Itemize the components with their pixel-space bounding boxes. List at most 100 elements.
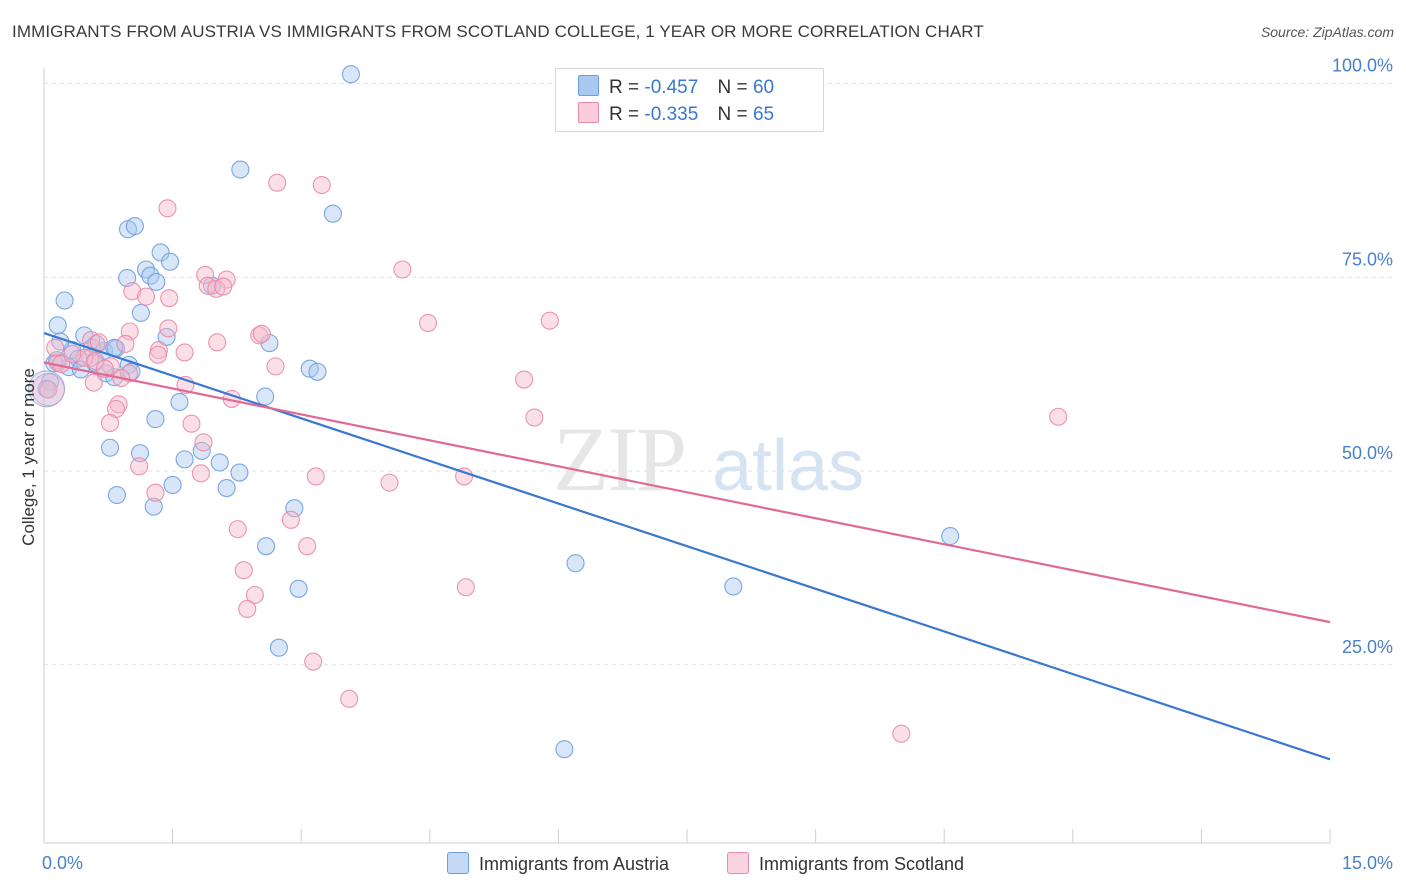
scotland-swatch: [578, 102, 599, 123]
austria-point-31: [37, 379, 56, 398]
austria-point-53: [555, 740, 574, 759]
austria-r-value: -0.457: [644, 77, 699, 98]
austria-n-value: 60: [752, 77, 775, 98]
scotland-point-29: [266, 357, 285, 376]
source-label: Source: ZipAtlas.com: [1260, 24, 1394, 40]
scotland-point-22: [175, 343, 194, 362]
scotland-point-3: [393, 260, 412, 279]
austria-point-29: [308, 362, 327, 381]
austria-point-10: [147, 272, 166, 291]
bottom-legend-scotland: Immigrants from Scotland: [727, 852, 964, 875]
austria-n-label: N =: [717, 77, 748, 98]
scotland-point-45: [306, 467, 325, 486]
scotland-point-48: [146, 483, 165, 502]
scotland-point-44: [191, 464, 210, 483]
austria-point-50: [724, 577, 743, 596]
austria-point-46: [285, 499, 304, 518]
y-axis-label: College, 1 year or more: [19, 368, 38, 546]
austria-point-17: [260, 334, 279, 353]
y-tick-label-2: 75.0%: [1342, 249, 1393, 269]
austria-r-label: R =: [609, 77, 640, 98]
scotland-point-32: [84, 373, 103, 392]
tick-labels: 25.0% 50.0% 75.0% 100.0% 0.0% 15.0%: [42, 56, 1393, 874]
austria-point-5: [151, 243, 170, 262]
austria-point-1: [231, 160, 250, 179]
austria-point-37: [130, 444, 150, 463]
austria-legend-label: Immigrants from Austria: [479, 854, 670, 874]
austria-point-12: [131, 303, 150, 322]
austria-point-0: [341, 65, 360, 84]
austria-point-36: [100, 438, 120, 457]
austria-point-42: [163, 475, 182, 495]
scotland-point-36: [109, 395, 128, 414]
austria-point-49: [289, 579, 308, 598]
scotland-point-63: [46, 338, 65, 357]
correlation-legend: R = -0.457 N = 60 R = -0.335 N = 65: [555, 68, 824, 132]
austria-point-41: [230, 463, 249, 482]
austria-point-34: [170, 392, 189, 412]
austria-point-6: [160, 252, 180, 271]
watermark-atlas: atlas: [712, 426, 864, 506]
scotland-n-value: 65: [752, 104, 775, 125]
scotland-point-2: [158, 199, 177, 218]
austria-point-2: [323, 204, 342, 223]
austria-swatch: [578, 75, 599, 96]
scotland-r-value: -0.335: [644, 104, 699, 125]
scotland-point-56: [304, 652, 323, 671]
scotland-point-13: [540, 311, 559, 330]
y-tick-label-3: 100.0%: [1332, 56, 1393, 76]
austria-point-35: [146, 410, 165, 429]
scotland-n-label: N =: [717, 104, 748, 125]
scotland-point-17: [252, 324, 271, 343]
scotland-point-34: [515, 370, 534, 389]
scotland-point-8: [214, 277, 233, 296]
scotland-point-51: [298, 537, 317, 556]
scotland-point-49: [281, 510, 300, 529]
series-scotland-points: [31, 173, 1068, 743]
austria-legend-swatch: [447, 852, 469, 874]
scotland-point-42: [194, 433, 213, 452]
scotland-legend-swatch: [727, 852, 749, 874]
austria-point-45: [144, 497, 163, 516]
scotland-point-15: [159, 319, 178, 338]
scotland-point-59: [75, 348, 94, 367]
austria-point-43: [217, 478, 236, 498]
x-tick-label-left: 0.0%: [42, 853, 83, 873]
chart-title: IMMIGRANTS FROM AUSTRIA VS IMMIGRANTS FR…: [12, 22, 984, 41]
scotland-point-7: [207, 279, 226, 298]
axes: [43, 68, 1331, 844]
scotland-point-60: [86, 351, 105, 371]
austria-point-4: [125, 217, 144, 236]
austria-point-48: [566, 554, 585, 573]
legend-row-austria: R = -0.457 N = 60: [578, 75, 774, 99]
austria-point-13: [55, 291, 74, 310]
scotland-point-58: [892, 724, 911, 743]
scotland-point-46: [455, 467, 474, 486]
scotland-point-55: [238, 599, 257, 619]
austria-regression-line: [43, 332, 1331, 761]
scotland-r-label: R =: [609, 104, 640, 125]
bottom-legend-austria: Immigrants from Austria: [447, 852, 669, 875]
scotland-point-24: [148, 345, 168, 364]
scotland-point-54: [456, 578, 475, 597]
legend-row-scotland: R = -0.335 N = 65: [578, 102, 774, 126]
austria-point-52: [269, 638, 288, 657]
austria-point-38: [175, 450, 194, 469]
scotland-point-11: [136, 287, 156, 306]
scotland-point-12: [419, 313, 438, 333]
scotland-point-43: [130, 457, 149, 476]
scotland-point-50: [228, 520, 247, 539]
scotland-point-57: [340, 689, 359, 708]
scotland-regression-line: [43, 361, 1331, 624]
scotland-point-20: [208, 333, 227, 352]
watermark: ZIP atlas: [553, 408, 864, 510]
scotland-point-47: [380, 473, 399, 492]
scotland-point-38: [100, 413, 120, 433]
x-tick-label-right: 15.0%: [1342, 853, 1393, 873]
watermark-zip: ZIP: [553, 408, 685, 510]
scotland-point-52: [234, 561, 253, 580]
austria-point-51: [941, 527, 960, 546]
scotland-cluster-marker: [31, 373, 65, 407]
y-tick-label-1: 50.0%: [1342, 443, 1393, 463]
